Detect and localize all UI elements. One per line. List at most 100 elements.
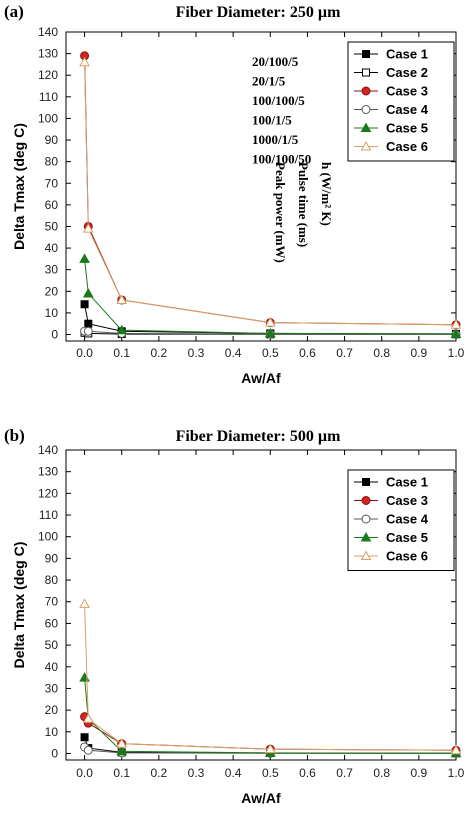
y-tick-label: 10 xyxy=(45,725,59,739)
data-point xyxy=(79,56,90,67)
legend-label: Case 3 xyxy=(386,493,428,508)
legend-box xyxy=(347,41,455,162)
y-tick-label: 20 xyxy=(45,703,59,717)
y-tick-label: 0 xyxy=(51,746,58,760)
y-tick-label: 80 xyxy=(45,155,59,169)
y-tick-label: 20 xyxy=(45,284,59,298)
y-tick-label: 50 xyxy=(45,638,59,652)
x-tick-label: 0.6 xyxy=(299,346,316,360)
x-tick-label: 0.3 xyxy=(188,346,205,360)
param-column-header: Pulse time (ms) xyxy=(296,162,311,247)
data-point xyxy=(116,738,128,748)
y-tick-label: 60 xyxy=(45,616,59,630)
y-tick-label: 0 xyxy=(51,328,58,342)
y-tick-label: 60 xyxy=(45,198,59,212)
plot-frame xyxy=(65,449,457,761)
x-tick-label: 0.1 xyxy=(113,346,130,360)
y-tick-label: 70 xyxy=(45,176,59,190)
x-tick-label: 0.2 xyxy=(151,766,168,780)
y-tick-label: 110 xyxy=(39,90,58,104)
legend-label: Case 4 xyxy=(386,102,429,117)
legend-marker xyxy=(361,514,371,524)
y-tick-label: 10 xyxy=(45,306,59,320)
param-row: 100/100/50 xyxy=(252,152,311,167)
legend-marker xyxy=(360,531,372,542)
legend-label: Case 3 xyxy=(386,84,428,99)
y-tick-label: 40 xyxy=(45,660,59,674)
y-tick-label: 140 xyxy=(38,25,58,39)
y-tick-label: 80 xyxy=(45,573,59,587)
series-line xyxy=(84,677,457,754)
data-point xyxy=(82,223,94,233)
data-point xyxy=(264,743,276,754)
legend-label: Case 1 xyxy=(386,47,428,62)
x-tick-label: 0.9 xyxy=(411,766,428,780)
x-tick-label: 0.0 xyxy=(76,766,93,780)
y-tick-label: 110 xyxy=(39,508,58,522)
x-tick-label: 0.7 xyxy=(336,346,353,360)
y-tick-label: 100 xyxy=(38,111,58,125)
y-tick-label: 50 xyxy=(45,219,59,233)
x-tick-label: 0.0 xyxy=(76,346,93,360)
x-tick-label: 0.4 xyxy=(225,766,242,780)
series-line xyxy=(84,603,457,751)
legend-label: Case 1 xyxy=(386,475,428,490)
data-point xyxy=(116,324,128,335)
param-row: 1000/1/5 xyxy=(252,132,299,147)
panel-label: (a) xyxy=(4,2,24,21)
panel-label: (b) xyxy=(4,426,25,445)
data-point xyxy=(79,672,90,682)
legend-marker xyxy=(361,105,371,114)
legend-label: Case 2 xyxy=(386,65,428,80)
y-axis-label: Delta Tmax (deg C) xyxy=(11,123,27,250)
data-point xyxy=(79,598,90,608)
legend-label: Case 6 xyxy=(386,549,428,564)
y-tick-label: 130 xyxy=(38,47,58,61)
legend-marker xyxy=(361,496,371,505)
chart-title: Fiber Diameter: 500 µm xyxy=(176,428,342,445)
x-tick-label: 0.4 xyxy=(225,346,242,360)
data-point xyxy=(83,745,93,755)
data-point xyxy=(450,744,462,755)
param-row: 20/1/5 xyxy=(252,74,286,89)
x-tick-label: 0.9 xyxy=(411,346,428,360)
x-tick-label: 0.2 xyxy=(151,346,168,360)
y-axis-label: Delta Tmax (deg C) xyxy=(11,542,27,669)
y-tick-label: 120 xyxy=(38,486,58,500)
y-tick-label: 90 xyxy=(45,551,59,565)
legend-label: Case 6 xyxy=(386,139,428,154)
data-point xyxy=(450,328,462,338)
x-tick-label: 0.5 xyxy=(262,766,279,780)
data-point xyxy=(79,253,90,263)
param-row: 100/1/5 xyxy=(252,113,292,128)
x-tick-label: 1.0 xyxy=(448,346,465,360)
legend-marker xyxy=(362,68,370,77)
y-tick-label: 30 xyxy=(45,263,59,277)
data-point xyxy=(82,713,94,723)
y-tick-label: 40 xyxy=(45,241,59,255)
param-column-header: Peak power (mW) xyxy=(273,162,288,263)
chart-panel: (a) Fiber Diameter: 250 µm 0 10 20 30 40 50 60 70… xyxy=(4,2,465,386)
y-tick-label: 70 xyxy=(45,595,59,609)
data-point xyxy=(84,319,93,328)
legend-marker xyxy=(362,478,370,486)
chart-title: Fiber Diameter: 250 µm xyxy=(176,4,342,21)
x-tick-label: 1.0 xyxy=(448,766,465,780)
param-row: 20/100/5 xyxy=(252,54,299,69)
legend-marker xyxy=(361,86,371,96)
legend-marker xyxy=(362,50,370,58)
chart-panel: (b) Fiber Diameter: 500 µm 0 10 20 30 40 50 60 70… xyxy=(4,426,465,806)
y-tick-label: 130 xyxy=(38,465,58,479)
x-axis-label: Aw/Af xyxy=(241,790,281,806)
x-tick-label: 0.7 xyxy=(336,766,353,780)
x-tick-label: 0.5 xyxy=(262,346,279,360)
legend-label: Case 5 xyxy=(386,121,428,136)
y-tick-label: 100 xyxy=(38,530,58,544)
y-tick-label: 30 xyxy=(45,681,59,695)
y-tick-label: 90 xyxy=(45,133,59,147)
x-axis-label: Aw/Af xyxy=(241,370,281,386)
data-point xyxy=(80,300,89,309)
data-point xyxy=(116,745,128,756)
plot-frame xyxy=(65,31,457,342)
